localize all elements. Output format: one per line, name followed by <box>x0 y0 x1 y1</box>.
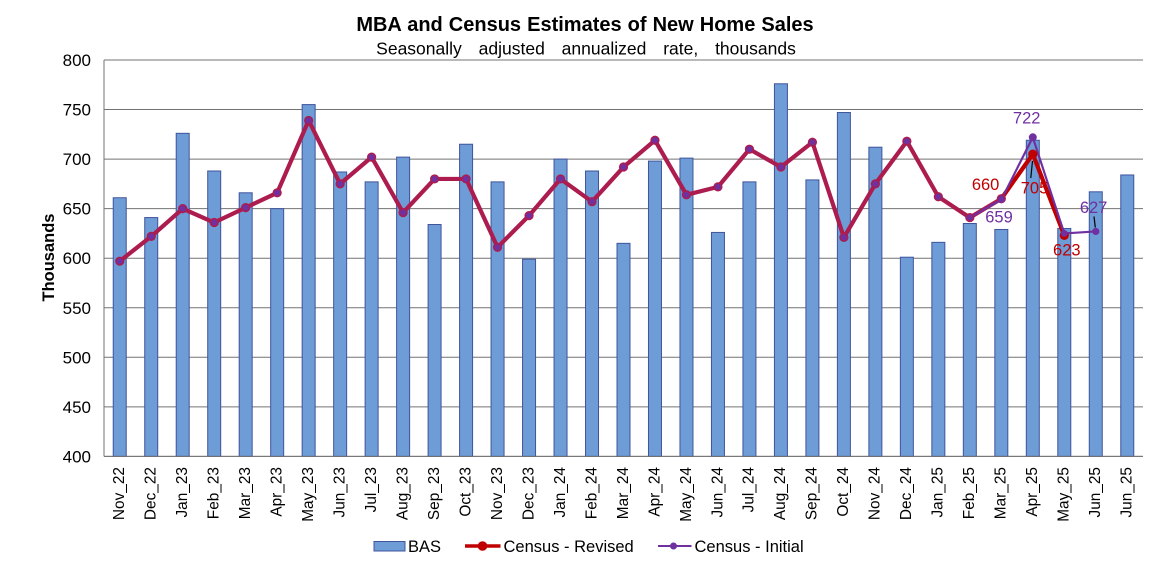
svg-text:Apr_24: Apr_24 <box>646 467 663 517</box>
svg-text:Aug_24: Aug_24 <box>772 467 789 521</box>
svg-text:800: 800 <box>63 51 91 70</box>
svg-text:Dec_23: Dec_23 <box>520 467 537 520</box>
svg-text:Jan_23: Jan_23 <box>174 467 191 518</box>
svg-text:450: 450 <box>63 398 91 417</box>
svg-text:Nov_22: Nov_22 <box>111 467 128 520</box>
svg-text:Sep_24: Sep_24 <box>804 467 821 521</box>
svg-text:Feb_24: Feb_24 <box>583 467 600 520</box>
svg-text:Seasonally adjusted annualized: Seasonally adjusted annualized rate, tho… <box>376 39 796 59</box>
svg-text:659: 659 <box>985 209 1013 227</box>
svg-text:Apr_25: Apr_25 <box>1024 467 1041 517</box>
svg-text:722: 722 <box>1013 110 1041 128</box>
svg-text:Dec_22: Dec_22 <box>143 467 160 520</box>
svg-text:627: 627 <box>1080 199 1108 217</box>
svg-text:550: 550 <box>63 299 91 318</box>
svg-text:Sep_23: Sep_23 <box>426 467 443 520</box>
svg-text:Mar_23: Mar_23 <box>237 467 254 519</box>
svg-text:500: 500 <box>63 348 91 367</box>
svg-text:May_24: May_24 <box>678 467 695 522</box>
svg-text:Jun_23: Jun_23 <box>331 467 348 518</box>
svg-text:700: 700 <box>63 150 91 169</box>
svg-text:Jul_24: Jul_24 <box>741 467 758 513</box>
svg-text:Apr_23: Apr_23 <box>268 467 285 517</box>
svg-text:400: 400 <box>63 447 91 466</box>
svg-text:May_23: May_23 <box>300 467 317 522</box>
svg-text:Jun_24: Jun_24 <box>709 467 726 518</box>
svg-text:Mar_24: Mar_24 <box>615 467 632 520</box>
svg-text:Thousands: Thousands <box>40 213 58 301</box>
svg-text:Feb_25: Feb_25 <box>961 467 978 519</box>
svg-text:Jun_25: Jun_25 <box>1119 467 1136 518</box>
svg-text:750: 750 <box>63 101 91 120</box>
svg-text:660: 660 <box>972 176 1000 194</box>
svg-text:Nov_23: Nov_23 <box>489 467 506 520</box>
svg-text:Census - Initial: Census - Initial <box>695 538 804 556</box>
svg-text:Dec_24: Dec_24 <box>898 467 915 520</box>
svg-text:Jan_25: Jan_25 <box>930 467 947 518</box>
svg-text:Oct_23: Oct_23 <box>457 467 474 517</box>
svg-text:650: 650 <box>63 200 91 219</box>
svg-text:Mar_25: Mar_25 <box>993 467 1010 519</box>
svg-text:623: 623 <box>1053 242 1081 260</box>
svg-text:Feb_23: Feb_23 <box>206 467 223 519</box>
svg-text:705: 705 <box>1021 180 1049 198</box>
svg-text:600: 600 <box>63 249 91 268</box>
svg-text:Nov_24: Nov_24 <box>867 467 884 520</box>
svg-text:Jul_23: Jul_23 <box>363 467 380 512</box>
svg-text:BAS: BAS <box>408 538 441 556</box>
svg-text:Aug_23: Aug_23 <box>394 467 411 520</box>
svg-text:Oct_24: Oct_24 <box>835 467 852 517</box>
svg-text:Jan_24: Jan_24 <box>552 467 569 518</box>
svg-text:May_25: May_25 <box>1056 467 1073 522</box>
svg-text:MBA and Census Estimates of Ne: MBA and Census Estimates of New Home Sal… <box>356 14 813 36</box>
svg-text:Jun_25: Jun_25 <box>1087 467 1104 518</box>
svg-text:Census - Revised: Census - Revised <box>504 538 634 556</box>
